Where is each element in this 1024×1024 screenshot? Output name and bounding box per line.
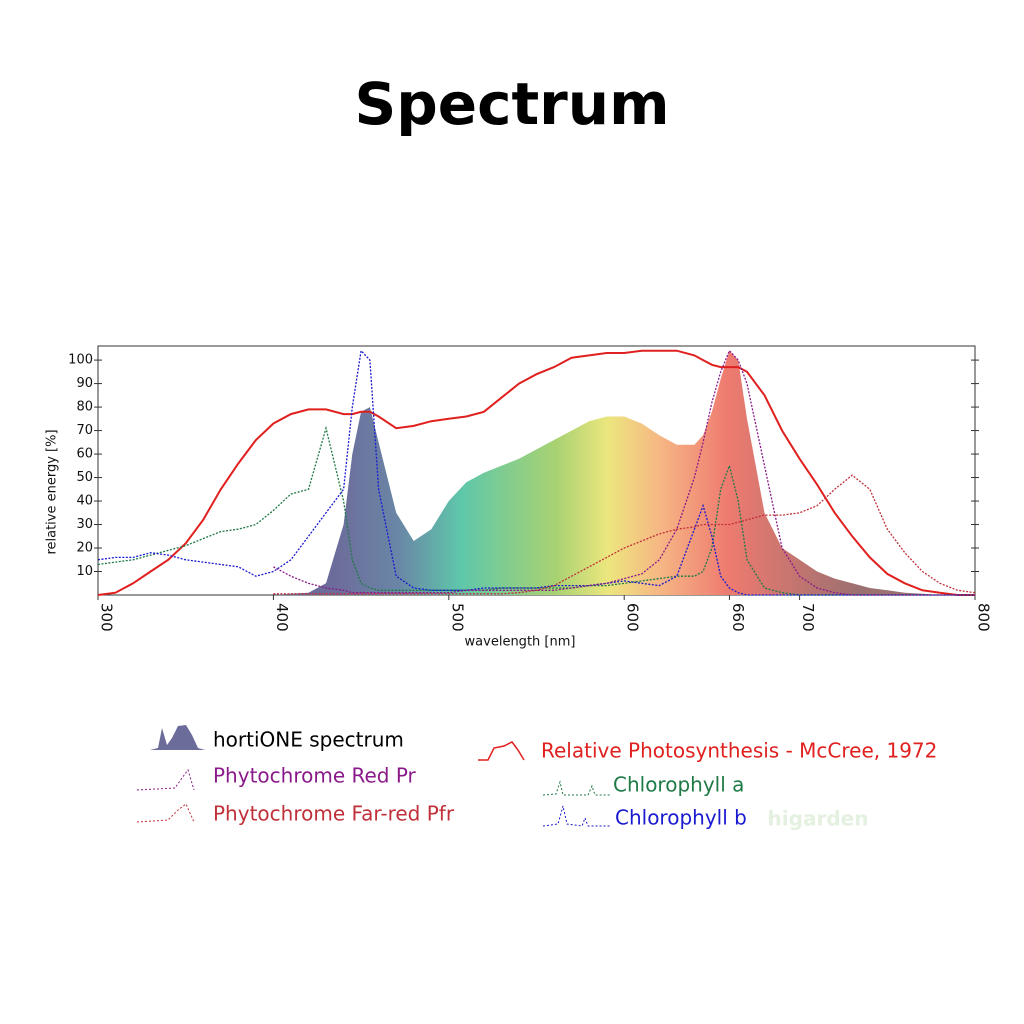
legend-label: hortiONE spectrum — [213, 728, 404, 752]
x-tick-label: 800 — [975, 603, 993, 632]
legend-label: Chlorophyll b — [615, 806, 747, 830]
watermark: higarden — [768, 807, 869, 831]
x-tick-label: 600 — [624, 603, 642, 632]
x-tick-label: 300 — [98, 603, 116, 632]
x-axis-label: wavelength [nm] — [465, 635, 576, 650]
x-tick-label: 660 — [729, 603, 747, 632]
y-tick-label: 30 — [76, 517, 93, 532]
y-tick-label: 50 — [76, 470, 93, 485]
legend-icon — [136, 803, 195, 823]
series-dotted-line — [97, 349, 975, 596]
legend-icon — [542, 805, 610, 827]
y-axis-label: relative energy [%] — [45, 429, 60, 554]
series-dotted-line — [97, 425, 975, 596]
x-tick-label: 700 — [799, 603, 817, 632]
y-tick-label: 20 — [76, 541, 93, 556]
y-tick-label: 10 — [76, 564, 93, 579]
legend-icon — [150, 725, 205, 750]
x-tick-label: 400 — [273, 603, 291, 632]
legend-icon — [478, 741, 525, 761]
spectrum-area — [98, 350, 975, 595]
legend-icons: hortiONE spectrum Relative Photosynthesis… — [136, 725, 937, 830]
legend-icon — [136, 768, 195, 791]
y-tick-label: 70 — [76, 423, 93, 438]
x-tick-label: 500 — [448, 603, 466, 632]
legend-label: Relative Photosynthesis - McCree, 1972 — [541, 739, 937, 763]
y-tick-label: 80 — [76, 400, 93, 415]
legend-label: Chlorophyll a — [613, 773, 744, 797]
series-dotted-line — [273, 349, 975, 596]
legend-label: Phytochrome Far-red Pfr — [213, 802, 455, 826]
series-dotted-line — [273, 474, 976, 595]
legend-icon — [542, 780, 610, 796]
y-tick-label: 60 — [76, 447, 93, 462]
y-tick-label: 40 — [76, 494, 93, 509]
legend-label: Phytochrome Red Pr — [213, 764, 417, 788]
y-tick-label: 100 — [68, 353, 93, 368]
series-line — [97, 349, 975, 596]
chart-title: Spectrum — [354, 70, 669, 138]
y-tick-label: 90 — [76, 376, 93, 391]
